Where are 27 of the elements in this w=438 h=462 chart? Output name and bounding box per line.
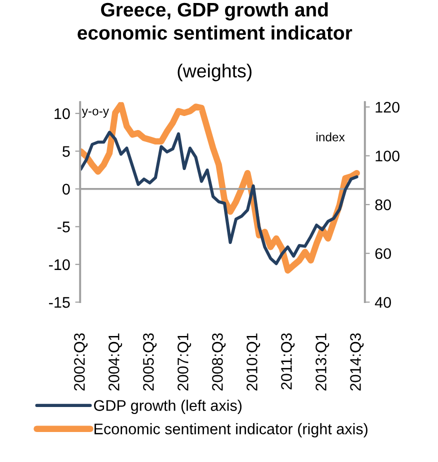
y2-tick-label: 60: [375, 248, 391, 260]
annotation: y-o-y: [82, 108, 109, 118]
y-tick-label: 0: [62, 184, 70, 195]
x-tick-label: 2007:Q1: [178, 333, 192, 391]
y2-tick-label: 120: [376, 102, 400, 113]
line-series: [80, 130, 358, 266]
y-tick-label: 10: [54, 108, 70, 120]
chart-title: Greece, GDP growth and economic sentiment indicator: [78, 2, 352, 40]
x-tick-label: 2004:Q1: [108, 333, 122, 391]
x-tick-label: 2008:Q3: [212, 333, 226, 391]
legend-label: GDP growth (left axis): [94, 400, 242, 414]
x-tick-label: 2013:Q1: [316, 333, 330, 391]
y-tick-label: -10: [49, 259, 70, 270]
y2-tick-label: 80: [375, 199, 391, 210]
y-tick-label: -5: [58, 222, 70, 232]
y2-tick-label: 100: [376, 150, 400, 162]
x-tick-label: 2010:Q1: [246, 333, 260, 391]
y-tick-label: -15: [49, 297, 70, 308]
y2-tick-label: 40: [374, 297, 391, 308]
x-tick-label: 2014:Q3: [350, 333, 364, 391]
y-tick-label: 5: [62, 146, 70, 157]
x-tick-label: 2002:Q3: [74, 333, 88, 391]
chart-subtitle: (weights): [178, 64, 252, 82]
x-tick-label: 2005:Q3: [143, 333, 157, 391]
annotation: index: [316, 132, 345, 142]
x-tick-label: 2011:Q3: [281, 333, 295, 390]
legend-label: Economic sentiment indicator (right axis): [94, 423, 368, 438]
